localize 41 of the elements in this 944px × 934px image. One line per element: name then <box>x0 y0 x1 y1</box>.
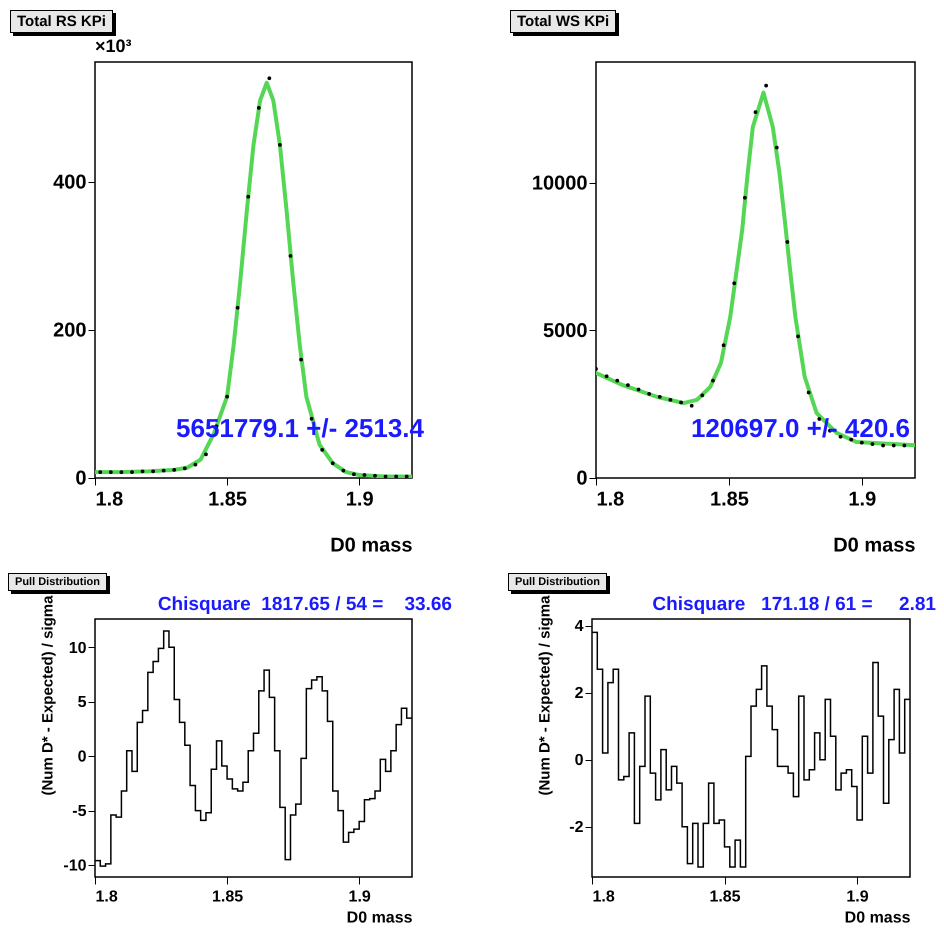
y-tick-label: 0 <box>576 468 588 490</box>
x-tick-label: 1.85 <box>212 888 244 906</box>
y-tick-label: -10 <box>63 858 87 875</box>
x-tick-label: 1.8 <box>596 488 624 510</box>
x-axis-title: D0 mass <box>844 910 911 926</box>
x-axis-title: D0 mass <box>330 534 412 556</box>
x-tick-label: 1.9 <box>348 888 371 906</box>
y-tick-label: 5000 <box>543 320 588 342</box>
y-tick-label: -2 <box>569 819 584 836</box>
x-tick-label: 1.85 <box>208 488 248 510</box>
y-tick-label: 400 <box>53 171 86 194</box>
y-tick-label: 0 <box>574 752 584 770</box>
y-axis-title: (Num D* - Expected) / sigma <box>536 594 554 796</box>
x-tick-label: 1.9 <box>346 488 374 510</box>
x-axis-title: D0 mass <box>346 910 413 926</box>
chart-title: Pull Distribution <box>508 573 607 591</box>
y-tick-label: 0 <box>75 468 86 490</box>
text: Chisquare 171.18 / 61 = 2.81 <box>652 594 936 616</box>
text: ×10³ <box>95 36 132 57</box>
x-tick-label: 1.8 <box>96 888 118 906</box>
x-axis-title: D0 mass <box>833 534 916 556</box>
y-axis-title: (Num D* - Expected) / sigma <box>40 594 56 796</box>
y-tick-label: 4 <box>574 618 584 636</box>
chart-title: Total WS KPi <box>510 10 616 33</box>
x-tick-label: 1.8 <box>96 488 124 510</box>
y-tick-label: 10 <box>68 640 87 657</box>
line-series <box>596 90 915 448</box>
y-tick-label: 0 <box>78 748 87 766</box>
y-tick-label: 5 <box>78 694 87 712</box>
x-tick-label: 1.8 <box>592 888 615 906</box>
y-tick-label: 200 <box>53 319 86 342</box>
y-tick-label: 10000 <box>532 172 588 194</box>
x-tick-label: 1.85 <box>709 888 741 906</box>
x-tick-label: 1.9 <box>848 488 876 510</box>
chart-title: Total RS KPi <box>10 10 113 33</box>
x-tick-label: 1.85 <box>710 488 749 510</box>
y-tick-label: -5 <box>72 803 87 820</box>
chart-title: Pull Distribution <box>8 573 107 591</box>
text: Chisquare 1817.65 / 54 = 33.66 <box>158 594 452 616</box>
y-tick-label: 2 <box>574 685 584 702</box>
x-tick-label: 1.9 <box>846 888 869 906</box>
